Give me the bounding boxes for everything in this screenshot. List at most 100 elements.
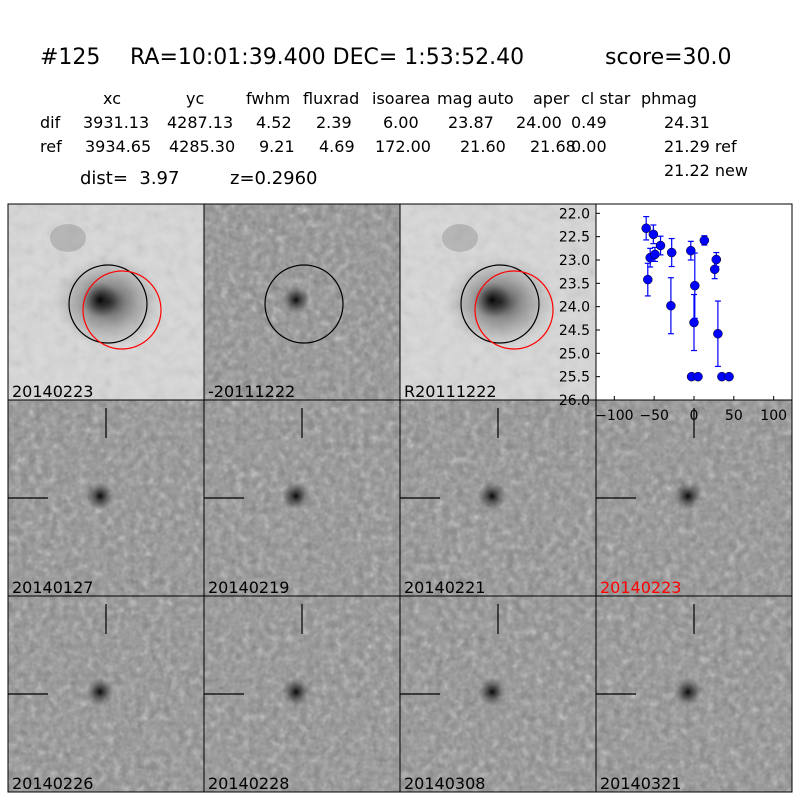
table-cell: 4285.30 (169, 137, 235, 156)
data-point (724, 371, 734, 382)
source-blob (86, 678, 114, 706)
image-panel: 20140321 (595, 595, 793, 793)
x-tick-label: −100 (595, 408, 633, 424)
table-cell: 21.29 ref (664, 137, 737, 156)
column-header: phmag (641, 89, 697, 108)
table-cell: dif (40, 113, 61, 132)
source-blob (674, 482, 702, 510)
column-header: yc (186, 89, 204, 108)
source-blob (478, 678, 506, 706)
aperture-circle (264, 264, 344, 344)
data-point (713, 328, 723, 339)
candidate-id: #125 (40, 45, 100, 70)
y-tick-label: 25.5 (559, 370, 590, 386)
data-point (711, 254, 722, 265)
coordinates: RA=10:01:39.400 DEC= 1:53:52.40 (130, 45, 524, 70)
x-tick-label: 0 (690, 408, 699, 424)
panel-label: 20140228 (208, 774, 289, 793)
table-cell: 24.00 (516, 113, 562, 132)
panel-label: R20111222 (404, 382, 497, 401)
y-tick-label: 24.5 (559, 323, 590, 339)
table-cell: 4.69 (319, 137, 355, 156)
source-blob (282, 286, 310, 314)
score: score=30.0 (605, 45, 732, 70)
y-tick-label: 24.0 (559, 300, 590, 316)
image-panel: 20140219 (203, 399, 401, 597)
image-panel: 20140226 (7, 595, 205, 793)
panel-label: 20140219 (208, 578, 289, 597)
y-tick-label: 25.0 (559, 346, 590, 362)
image-panel: 20140228 (203, 595, 401, 793)
y-tick-label: 23.0 (559, 253, 590, 269)
panel-label: -20111222 (208, 382, 295, 401)
table-cell: 0.00 (571, 137, 607, 156)
panel-label: 20140226 (12, 774, 93, 793)
panel-border (595, 595, 793, 793)
column-header: mag auto (437, 89, 514, 108)
column-header: cl star (581, 89, 631, 108)
aperture-circle (474, 270, 554, 350)
table-cell: 23.87 (448, 113, 494, 132)
image-panel: 20140223 (7, 203, 205, 401)
panel-label: 20140308 (404, 774, 485, 793)
source-blob (674, 678, 702, 706)
column-header: xc (103, 89, 121, 108)
data-point (686, 245, 696, 256)
data-point (648, 229, 659, 240)
column-header: fluxrad (303, 89, 359, 108)
image-panel: -20111222 (203, 203, 401, 401)
source-blob (478, 482, 506, 510)
table-cell: 4.52 (256, 113, 292, 132)
data-point (699, 235, 710, 246)
y-tick-label: 22.5 (559, 230, 590, 246)
source-blob (282, 482, 310, 510)
distance: dist= 3.97 (80, 168, 179, 189)
data-point (689, 317, 699, 328)
image-panel: 20140308 (399, 595, 597, 793)
table-cell: 9.21 (259, 137, 295, 156)
table-cell: 0.49 (571, 113, 607, 132)
aperture-circle (82, 270, 162, 350)
table-cell: 172.00 (375, 137, 431, 156)
data-point (666, 247, 677, 258)
table-cell: 4287.13 (167, 113, 233, 132)
image-panel: 20140223 (595, 399, 793, 597)
table-cell: 2.39 (316, 113, 352, 132)
column-header: fwhm (246, 89, 290, 108)
aperture-circle (460, 264, 540, 344)
panel-label: 20140221 (404, 578, 485, 597)
y-tick-label: 23.5 (559, 276, 590, 292)
table-cell: 3931.13 (83, 113, 149, 132)
table-cell: 24.31 (664, 113, 710, 132)
column-header: aper (533, 89, 570, 108)
x-tick-label: 50 (725, 408, 743, 424)
image-panel: 20140127 (7, 399, 205, 597)
y-tick-label: 26.0 (559, 393, 590, 409)
panel-label: 20140127 (12, 578, 93, 597)
data-point (641, 223, 651, 234)
faint-source (442, 224, 478, 252)
panel-label: 20140223 (600, 578, 681, 597)
source-blob (82, 282, 118, 318)
data-point (655, 240, 666, 251)
source-blob (282, 678, 310, 706)
table-cell: ref (40, 137, 62, 156)
aperture-circle (68, 264, 148, 344)
faint-source (50, 224, 86, 252)
phmag-new: 21.22 new (664, 161, 748, 180)
panel-label: 20140223 (12, 382, 93, 401)
data-point (666, 300, 676, 311)
table-cell: 21.68 (530, 137, 576, 156)
table-cell: 21.60 (460, 137, 506, 156)
source-blob (86, 482, 114, 510)
table-cell: 3934.65 (85, 137, 151, 156)
data-point (693, 371, 703, 382)
y-tick-label: 22.0 (559, 206, 590, 222)
data-point (643, 274, 653, 285)
panel-label: 20140321 (600, 774, 681, 793)
source-blob (474, 282, 510, 318)
x-tick-label: −50 (639, 408, 669, 424)
data-point (690, 280, 700, 291)
